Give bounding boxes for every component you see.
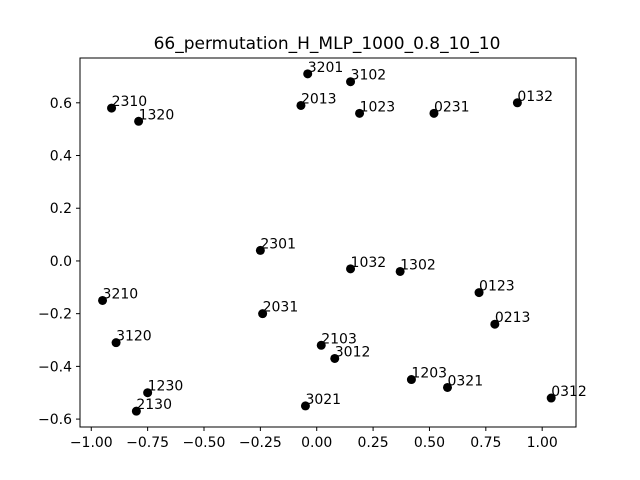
data-point-label: 2130 <box>136 397 172 413</box>
data-point-label: 3012 <box>335 344 371 360</box>
data-point <box>258 309 268 319</box>
data-point <box>546 393 556 403</box>
x-axis: −1.00 −0.75 −0.50 −0.25 0.00 0.25 0.50 0.75 1.00 <box>70 427 558 451</box>
y-tick-label: −0.6 <box>38 412 72 428</box>
data-point-label: 0132 <box>517 89 553 105</box>
data-point <box>300 401 310 411</box>
x-tick-label: −0.75 <box>126 435 169 451</box>
data-point <box>395 266 405 276</box>
chart-title: 66_permutation_H_MLP_1000_0.8_10_10 <box>154 34 501 54</box>
data-point-label: 2103 <box>321 331 357 347</box>
data-point <box>134 116 144 126</box>
data-point-label: 2013 <box>301 91 337 107</box>
data-point <box>131 406 141 416</box>
x-tick-label: −1.00 <box>70 435 113 451</box>
y-axis: −0.6 −0.4 −0.2 0.0 0.2 0.4 0.6 <box>38 96 80 428</box>
data-point-label: 0231 <box>434 99 470 115</box>
data-point <box>490 319 500 329</box>
data-point-label: 3210 <box>103 286 139 302</box>
data-point-label: 3201 <box>308 60 344 76</box>
y-tick-label: −0.2 <box>38 307 72 323</box>
plot-frame <box>79 57 577 428</box>
data-point <box>330 353 340 363</box>
data-point <box>255 245 265 255</box>
x-tick-label: 0.25 <box>358 435 389 451</box>
x-tick-label: 0.75 <box>470 435 501 451</box>
data-point <box>143 388 153 398</box>
data-point-label: 1230 <box>148 379 184 395</box>
data-point <box>512 98 522 108</box>
data-point <box>474 288 484 298</box>
data-point <box>107 103 117 113</box>
data-point <box>346 77 356 87</box>
y-tick-label: 0.4 <box>50 149 72 165</box>
x-tick-label: 0.00 <box>301 435 332 451</box>
data-point-label: 3102 <box>351 68 387 84</box>
y-tick-label: −0.4 <box>38 359 72 375</box>
data-point-label: 1302 <box>400 257 436 273</box>
x-tick-label: −0.50 <box>183 435 226 451</box>
data-point-label: 0213 <box>495 310 531 326</box>
y-tick-label: 0.0 <box>50 254 72 270</box>
data-point-label: 2310 <box>112 94 148 110</box>
data-point-label: 2301 <box>260 236 296 252</box>
x-tick-label: −0.25 <box>239 435 282 451</box>
data-point-label: 3021 <box>305 392 341 408</box>
data-point <box>406 375 416 385</box>
data-point-label: 1203 <box>411 366 447 382</box>
data-point <box>429 108 439 118</box>
x-tick-label: 0.50 <box>414 435 445 451</box>
y-tick-label: 0.2 <box>50 201 72 217</box>
data-point <box>111 338 121 348</box>
data-point-label: 1320 <box>139 107 175 123</box>
data-point <box>296 100 306 110</box>
data-point-label: 0123 <box>479 279 515 295</box>
data-point <box>355 108 365 118</box>
data-point <box>98 295 108 305</box>
data-point-label: 0321 <box>447 373 483 389</box>
data-point-label: 0312 <box>551 384 587 400</box>
data-point-label: 3120 <box>116 329 152 345</box>
data-point <box>303 69 313 79</box>
data-point-label: 1023 <box>360 99 396 115</box>
y-tick-label: 0.6 <box>50 96 72 112</box>
data-point <box>442 382 452 392</box>
data-point <box>316 340 326 350</box>
data-point <box>346 264 356 274</box>
data-point-label: 1032 <box>351 255 387 271</box>
x-tick-label: 1.00 <box>527 435 558 451</box>
data-point-label: 2031 <box>263 300 299 316</box>
